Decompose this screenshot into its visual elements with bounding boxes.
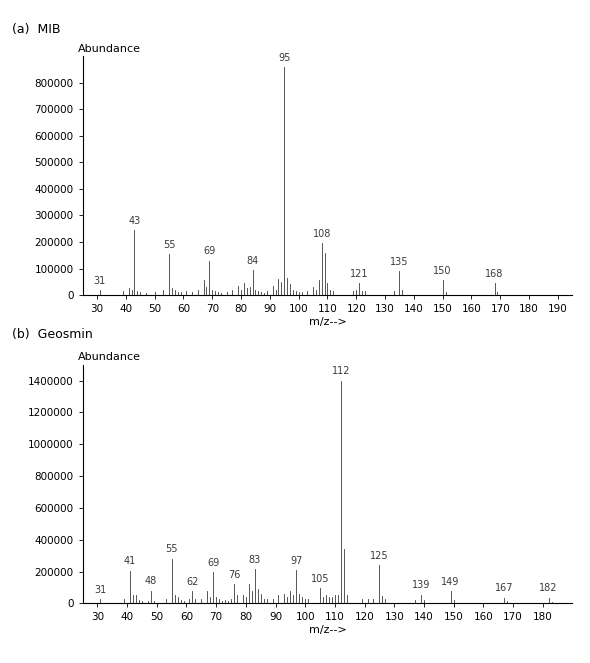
Text: 139: 139 bbox=[412, 580, 430, 590]
Text: 135: 135 bbox=[390, 257, 409, 267]
Text: 125: 125 bbox=[370, 551, 389, 561]
Text: Abundance: Abundance bbox=[78, 352, 140, 362]
Text: 48: 48 bbox=[145, 576, 157, 586]
Text: (a)  MIB: (a) MIB bbox=[12, 23, 60, 36]
Text: 41: 41 bbox=[124, 556, 136, 566]
Text: (b)  Geosmin: (b) Geosmin bbox=[12, 328, 93, 341]
Text: 31: 31 bbox=[94, 585, 107, 595]
X-axis label: m/z-->: m/z--> bbox=[309, 625, 346, 635]
Text: 95: 95 bbox=[278, 52, 290, 63]
Text: 97: 97 bbox=[290, 556, 303, 566]
Text: 168: 168 bbox=[486, 269, 504, 279]
Text: 108: 108 bbox=[313, 229, 331, 239]
Text: 69: 69 bbox=[203, 246, 215, 257]
Text: 182: 182 bbox=[539, 583, 558, 593]
Text: 112: 112 bbox=[332, 366, 350, 377]
Text: 150: 150 bbox=[434, 266, 452, 276]
Text: 149: 149 bbox=[441, 577, 460, 587]
Text: 105: 105 bbox=[311, 574, 329, 584]
Text: 69: 69 bbox=[207, 558, 219, 568]
Text: Abundance: Abundance bbox=[78, 44, 140, 54]
Text: 43: 43 bbox=[129, 215, 140, 226]
Text: 31: 31 bbox=[94, 276, 106, 286]
Text: 76: 76 bbox=[228, 570, 240, 580]
X-axis label: m/z-->: m/z--> bbox=[309, 317, 346, 327]
Text: 84: 84 bbox=[247, 255, 258, 266]
Text: 83: 83 bbox=[248, 555, 261, 565]
Text: 55: 55 bbox=[165, 544, 178, 554]
Text: 167: 167 bbox=[495, 583, 513, 593]
Text: 121: 121 bbox=[350, 269, 368, 279]
Text: 55: 55 bbox=[163, 239, 175, 250]
Text: 62: 62 bbox=[186, 577, 199, 587]
